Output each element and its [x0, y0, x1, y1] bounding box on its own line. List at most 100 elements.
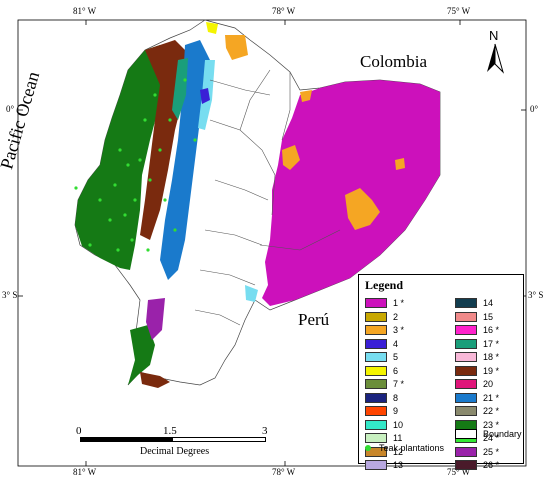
legend-item-17: 17 * — [455, 338, 499, 350]
tick-top-78w: 78° W — [272, 6, 296, 16]
legend-boundary: Boundary — [455, 429, 522, 439]
tick-top-75w: 75° W — [447, 6, 471, 16]
tick-bottom-75w: 75° W — [447, 467, 471, 477]
legend-item-18: 18 * — [455, 351, 499, 363]
legend-item-2: 2 — [365, 311, 398, 323]
legend-label-22: 22 * — [483, 406, 500, 416]
tick-bottom-78w: 78° W — [272, 467, 296, 477]
legend-swatch-20 — [455, 379, 477, 389]
province-boundaries — [194, 69, 341, 326]
scale-bar-fill — [81, 438, 173, 441]
boundary-swatch — [455, 429, 477, 439]
map-border — [17, 19, 527, 467]
legend-item-3: 3 * — [365, 324, 404, 336]
legend-item-11: 11 — [365, 432, 402, 444]
scale-tick-0: 0 — [76, 425, 82, 437]
legend-label-20: 20 — [483, 379, 494, 389]
legend-label-7: 7 * — [393, 379, 405, 389]
region-class-3-patches — [225, 35, 405, 230]
legend-label-2: 2 — [393, 311, 399, 322]
legend-swatch-23 — [455, 419, 477, 430]
legend-swatch-18 — [455, 352, 477, 362]
legend-label-4: 4 — [393, 338, 399, 349]
legend: Legend 1 * 2 3 * 4 5 6 7 * 8 9 10 11 12 13 14 15 16 * 17… — [358, 274, 524, 470]
legend-teak: Teak plantations — [365, 443, 444, 453]
region-class-17 — [172, 58, 188, 120]
legend-label-11: 11 — [393, 433, 403, 443]
legend-swatch-17 — [455, 338, 477, 349]
legend-swatch-16 — [455, 325, 477, 335]
legend-item-20: 20 — [455, 378, 493, 390]
teak-label: Teak plantations — [379, 443, 445, 453]
legend-item-19: 19 * — [455, 365, 499, 377]
legend-label-6: 6 — [393, 365, 399, 376]
legend-label-25: 25 * — [483, 446, 500, 457]
legend-item-16: 16 * — [455, 324, 499, 336]
legend-item-10: 10 — [365, 419, 403, 431]
legend-item-8: 8 — [365, 392, 398, 404]
legend-label-14: 14 — [483, 298, 494, 308]
label-peru: Perú — [298, 310, 330, 329]
region-class-5-south — [245, 285, 258, 302]
legend-label-3: 3 * — [393, 325, 405, 335]
teak-dot-icon — [365, 445, 371, 451]
legend-item-14: 14 — [455, 297, 493, 309]
legend-item-1: 1 * — [365, 297, 404, 309]
tick-top-81w: 81° W — [73, 6, 97, 16]
north-arrow-label: N — [489, 28, 499, 43]
legend-item-25: 25 * — [455, 446, 499, 458]
region-class-19-south — [140, 372, 170, 388]
tick-bottom-81w: 81° W — [73, 467, 97, 477]
region-class-6 — [206, 22, 218, 34]
legend-swatch-19 — [455, 365, 477, 376]
legend-label-26: 26 * — [483, 460, 500, 470]
legend-item-9: 9 — [365, 405, 398, 417]
boundary-label: Boundary — [483, 429, 522, 439]
graticule-ticks — [18, 20, 526, 466]
legend-item-12: 12 — [365, 446, 403, 458]
legend-swatch-1 — [365, 298, 387, 308]
legend-swatch-15 — [455, 311, 477, 322]
legend-swatch-25 — [455, 446, 477, 457]
legend-swatch-14 — [455, 298, 477, 308]
scale-units: Decimal Degrees — [140, 446, 210, 457]
legend-label-12: 12 — [393, 446, 404, 457]
legend-item-5: 5 — [365, 351, 398, 363]
legend-label-10: 10 — [393, 419, 404, 430]
legend-swatch-4 — [365, 338, 387, 349]
legend-label-23: 23 * — [483, 419, 500, 430]
label-colombia: Colombia — [360, 52, 428, 71]
scale-bar — [80, 437, 266, 442]
region-class-21 — [160, 40, 210, 280]
legend-label-8: 8 — [393, 392, 399, 403]
scale-tick-3: 3 — [262, 425, 268, 437]
legend-swatch-12 — [365, 446, 387, 457]
tick-left-3s: 3° S — [2, 290, 18, 300]
legend-item-7: 7 * — [365, 378, 404, 390]
tick-left-0: 0° — [6, 104, 15, 114]
legend-label-16: 16 * — [483, 325, 500, 335]
legend-label-21: 21 * — [483, 392, 500, 403]
legend-label-15: 15 — [483, 311, 494, 322]
north-arrow-icon — [487, 43, 505, 74]
legend-label-17: 17 * — [483, 338, 500, 349]
legend-swatch-2 — [365, 311, 387, 322]
legend-item-21: 21 * — [455, 392, 499, 404]
legend-label-24: 24 * — [483, 433, 500, 443]
legend-swatch-3 — [365, 325, 387, 335]
legend-label-19: 19 * — [483, 365, 500, 376]
legend-swatch-13 — [365, 460, 387, 470]
legend-label-1: 1 * — [393, 298, 405, 308]
tick-right-0: 0° — [530, 104, 539, 114]
legend-swatch-8 — [365, 392, 387, 403]
region-class-4 — [200, 88, 210, 104]
legend-item-4: 4 — [365, 338, 398, 350]
region-class-23-south — [128, 325, 155, 385]
legend-swatch-26 — [455, 460, 477, 470]
legend-label-5: 5 — [393, 352, 399, 362]
legend-item-6: 6 — [365, 365, 398, 377]
legend-label-18: 18 * — [483, 352, 500, 362]
legend-swatch-6 — [365, 365, 387, 376]
legend-item-15: 15 — [455, 311, 493, 323]
